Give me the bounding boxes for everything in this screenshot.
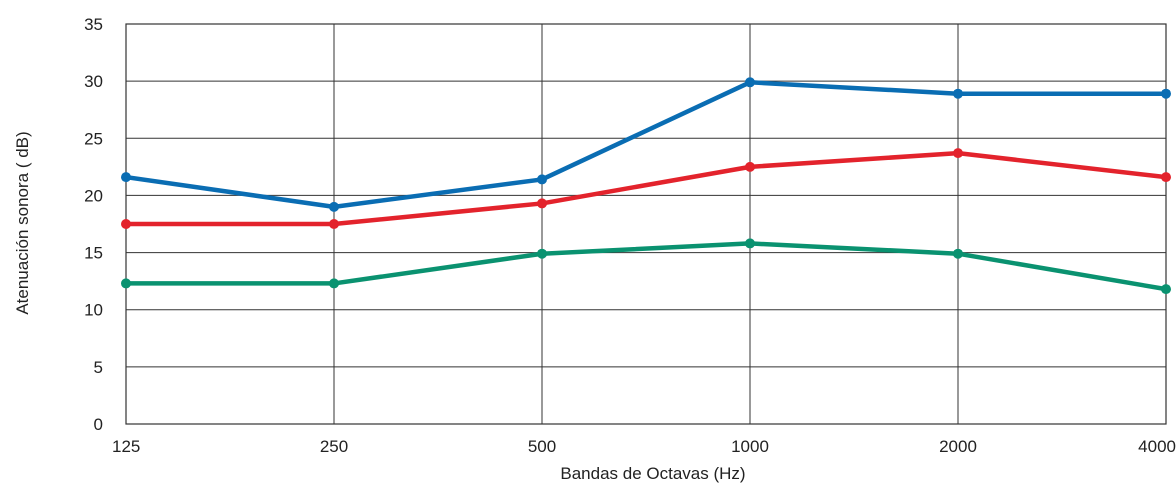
y-tick-label: 0 — [94, 415, 103, 434]
x-tick-label: 125 — [112, 437, 140, 456]
y-tick-label: 10 — [84, 301, 103, 320]
data-point — [953, 88, 963, 99]
y-tick-label: 20 — [84, 186, 103, 205]
data-point — [537, 198, 547, 209]
data-point — [745, 161, 755, 172]
series-line-3 — [123, 241, 1169, 292]
data-point — [329, 201, 339, 212]
data-point — [745, 77, 755, 88]
y-tick-label: 15 — [84, 244, 103, 263]
series-line-2 — [123, 150, 1169, 227]
y-tick-label: 25 — [84, 129, 103, 148]
y-tick-labels: 0 5 10 15 20 25 30 35 — [84, 15, 103, 434]
data-point — [121, 172, 131, 183]
x-tick-label: 250 — [320, 437, 348, 456]
data-point — [745, 238, 755, 249]
y-axis-title: Atenuación sonora ( dB) — [13, 131, 32, 314]
y-tick-label: 5 — [94, 358, 103, 377]
data-point — [1161, 172, 1171, 183]
data-point — [1161, 88, 1171, 99]
data-point — [121, 219, 131, 229]
data-point — [537, 248, 547, 259]
x-tick-labels: 125 250 500 1000 2000 4000 — [112, 437, 1176, 456]
data-point — [121, 278, 131, 289]
x-axis-title: Bandas de Octavas (Hz) — [560, 464, 745, 483]
data-point — [329, 278, 339, 289]
data-point — [329, 219, 339, 229]
y-tick-label: 35 — [84, 15, 103, 34]
data-point — [1161, 284, 1171, 295]
x-tick-label: 4000 — [1138, 437, 1176, 456]
data-point — [953, 148, 963, 159]
x-tick-label: 2000 — [939, 437, 977, 456]
series-line-1 — [123, 80, 1169, 210]
x-tick-label: 1000 — [731, 437, 769, 456]
grid-lines — [126, 24, 1166, 424]
y-tick-label: 30 — [84, 72, 103, 91]
data-point — [537, 174, 547, 185]
series-lines — [121, 77, 1171, 295]
data-point — [953, 248, 963, 259]
x-tick-label: 500 — [528, 437, 556, 456]
